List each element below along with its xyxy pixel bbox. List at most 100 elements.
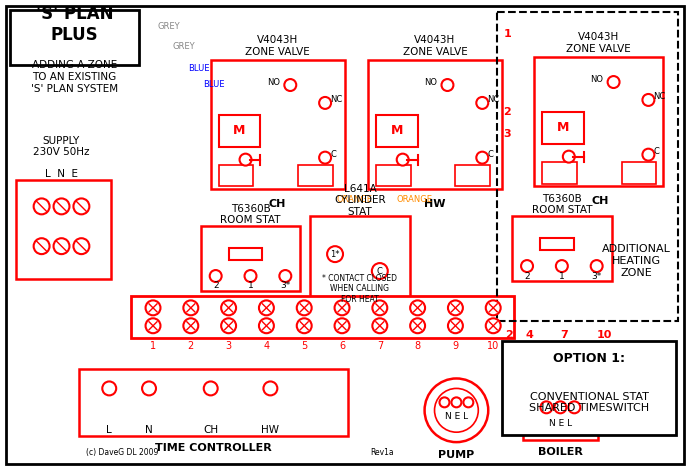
Text: 1: 1 [150, 341, 156, 351]
Text: NO: NO [267, 78, 280, 87]
Text: HW: HW [262, 425, 279, 435]
Circle shape [476, 97, 489, 109]
Text: ADDITIONAL
HEATING
ZONE: ADDITIONAL HEATING ZONE [602, 244, 671, 278]
Text: ADDING A ZONE
TO AN EXISTING
'S' PLAN SYSTEM: ADDING A ZONE TO AN EXISTING 'S' PLAN SY… [31, 60, 118, 94]
Text: 2: 2 [213, 281, 219, 291]
Circle shape [554, 402, 566, 413]
Circle shape [327, 246, 343, 262]
Text: 10: 10 [597, 329, 612, 340]
Text: Rev1a: Rev1a [370, 448, 393, 457]
Bar [622, 161, 656, 183]
Bar [455, 165, 490, 186]
Text: M: M [233, 124, 246, 137]
Circle shape [319, 152, 331, 164]
Circle shape [373, 318, 387, 333]
Text: V4043H
ZONE VALVE: V4043H ZONE VALVE [566, 32, 631, 54]
Bar [497, 13, 678, 321]
Bar [131, 296, 514, 338]
Circle shape [448, 300, 463, 315]
Text: C: C [377, 267, 383, 276]
Text: T6360B
ROOM STAT: T6360B ROOM STAT [220, 204, 281, 225]
Circle shape [146, 318, 161, 333]
Text: 1: 1 [503, 29, 511, 39]
Text: 3*: 3* [280, 281, 290, 291]
Circle shape [410, 318, 425, 333]
Bar [534, 57, 663, 186]
Circle shape [642, 94, 654, 106]
Text: 9: 9 [453, 341, 458, 351]
Text: 10: 10 [487, 341, 500, 351]
Text: M: M [557, 121, 569, 134]
Text: PUMP: PUMP [438, 450, 475, 460]
Circle shape [448, 318, 463, 333]
Circle shape [540, 402, 553, 413]
Text: 1: 1 [559, 271, 564, 280]
Circle shape [424, 379, 489, 442]
Text: 2: 2 [503, 107, 511, 117]
Text: NO: NO [424, 78, 437, 87]
Circle shape [297, 318, 312, 333]
Bar [523, 386, 598, 440]
Circle shape [335, 300, 349, 315]
Text: N E L: N E L [445, 412, 468, 421]
Text: 1: 1 [248, 281, 253, 291]
Text: NC: NC [487, 95, 500, 104]
Text: 4: 4 [525, 329, 533, 340]
Circle shape [259, 300, 274, 315]
Bar [79, 368, 348, 436]
Text: BOILER: BOILER [538, 447, 583, 457]
Text: 7: 7 [377, 341, 383, 351]
Circle shape [184, 300, 198, 315]
Bar [228, 248, 262, 260]
Circle shape [335, 318, 349, 333]
Text: N E L: N E L [549, 419, 572, 428]
Circle shape [464, 397, 473, 407]
Text: TIME CONTROLLER: TIME CONTROLLER [155, 443, 272, 453]
Circle shape [210, 270, 221, 282]
Circle shape [563, 151, 575, 162]
Bar [310, 216, 410, 304]
Bar [219, 165, 253, 186]
Circle shape [239, 154, 251, 166]
Text: NC: NC [653, 93, 666, 102]
Circle shape [102, 381, 116, 395]
Circle shape [297, 300, 312, 315]
Bar [502, 341, 676, 435]
Text: ORANGE: ORANGE [397, 195, 433, 204]
Circle shape [184, 318, 198, 333]
Circle shape [146, 300, 161, 315]
Text: BLUE: BLUE [188, 64, 209, 73]
Bar [210, 60, 345, 190]
Text: NO: NO [590, 74, 603, 84]
Bar [376, 165, 411, 186]
Text: 'S' PLAN
PLUS: 'S' PLAN PLUS [36, 5, 113, 44]
Circle shape [284, 79, 296, 91]
Circle shape [435, 388, 478, 432]
Circle shape [372, 263, 388, 279]
Text: 4: 4 [264, 341, 270, 351]
Text: 3: 3 [503, 129, 511, 139]
Text: SUPPLY
230V 50Hz: SUPPLY 230V 50Hz [33, 136, 90, 158]
Circle shape [264, 381, 277, 395]
Circle shape [451, 397, 462, 407]
Circle shape [34, 198, 50, 214]
Bar [542, 112, 584, 144]
Circle shape [410, 300, 425, 315]
Text: NC: NC [330, 95, 342, 104]
Circle shape [279, 270, 291, 282]
Text: 6: 6 [339, 341, 345, 351]
Circle shape [486, 300, 501, 315]
Bar [298, 165, 333, 186]
Circle shape [440, 397, 449, 407]
Bar [512, 216, 611, 281]
Circle shape [142, 381, 156, 395]
Circle shape [221, 318, 236, 333]
Text: 3: 3 [226, 341, 232, 351]
Circle shape [486, 318, 501, 333]
Text: 2: 2 [188, 341, 194, 351]
Text: L  N  E: L N E [45, 168, 78, 179]
Bar [542, 161, 577, 183]
Circle shape [221, 300, 236, 315]
Bar [219, 115, 260, 146]
Text: V4043H
ZONE VALVE: V4043H ZONE VALVE [246, 36, 310, 57]
